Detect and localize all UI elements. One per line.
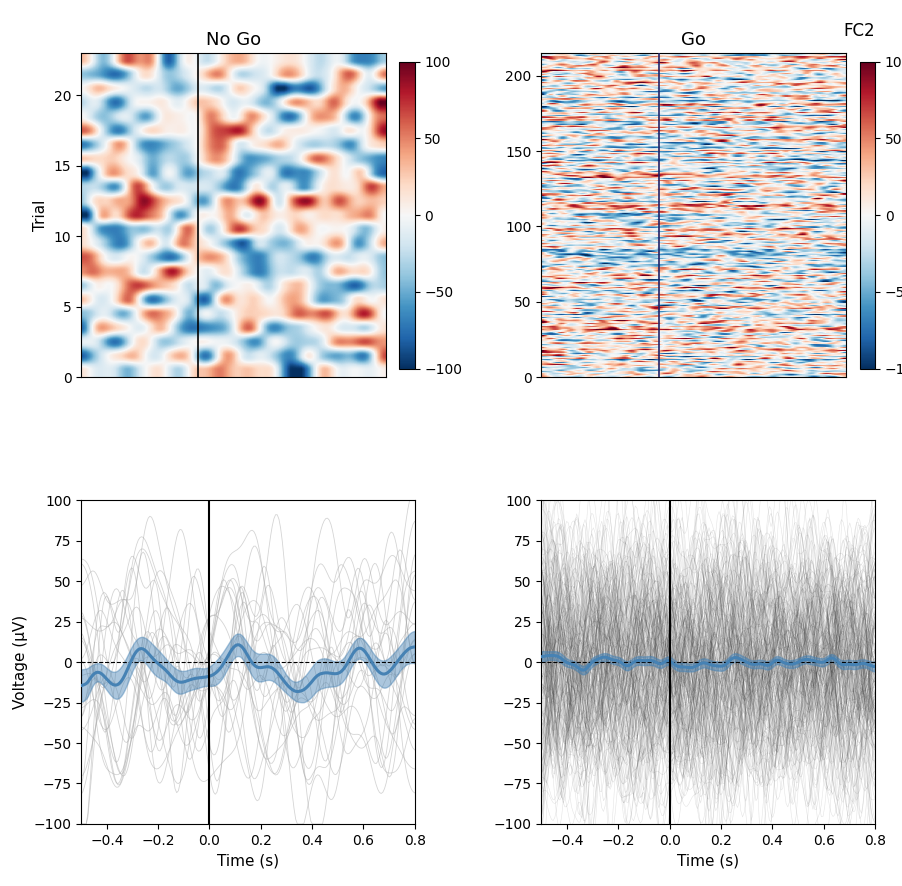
Y-axis label: Trial: Trial [33, 199, 49, 230]
Title: No Go: No Go [206, 31, 262, 49]
Text: FC2: FC2 [843, 22, 875, 40]
Title: Go: Go [681, 31, 706, 49]
Y-axis label: Voltage (μV): Voltage (μV) [13, 615, 28, 709]
X-axis label: Time (s): Time (s) [677, 853, 740, 868]
X-axis label: Time (s): Time (s) [216, 853, 279, 868]
